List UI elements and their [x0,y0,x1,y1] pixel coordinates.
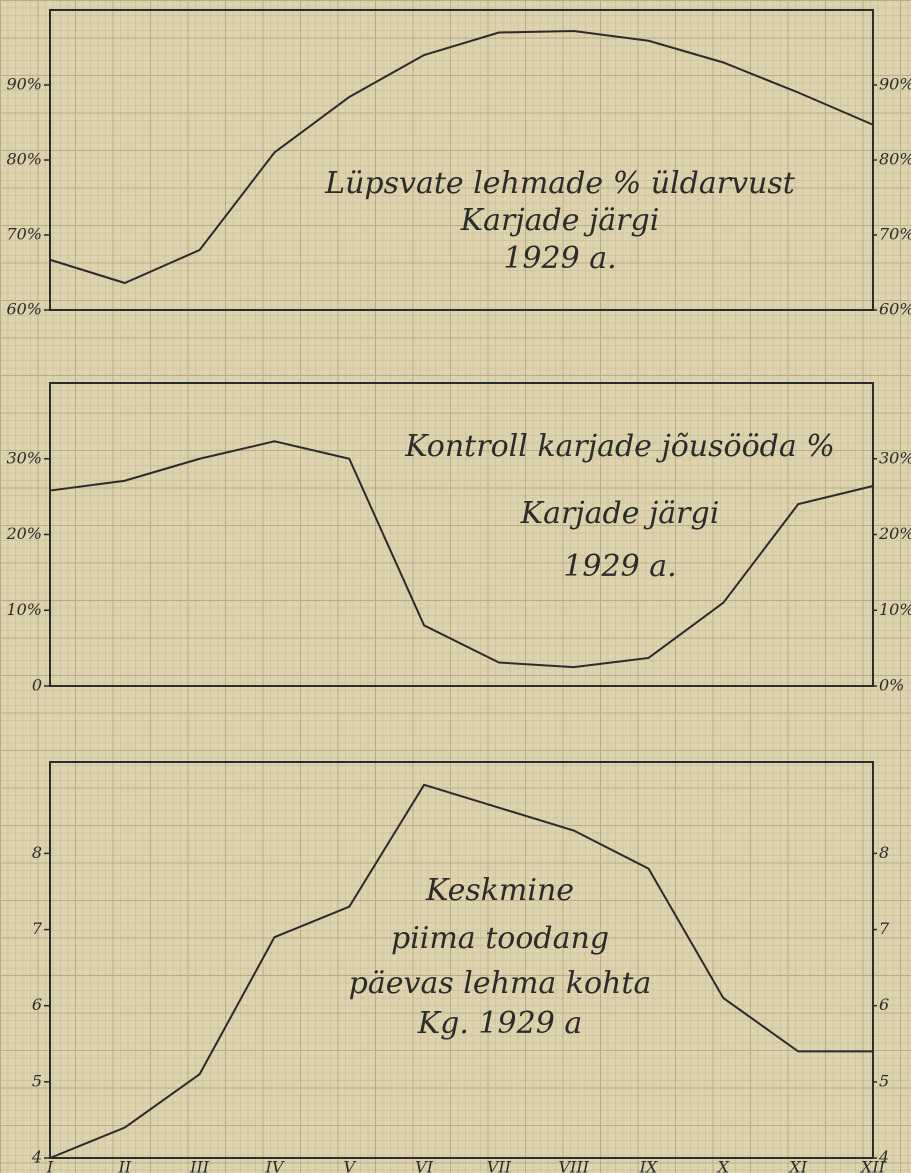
panel-frame [50,762,873,1158]
y-tick-label: 70% [6,225,42,244]
y2-tick-label: 0% [879,676,904,695]
chart-title: Lüpsvate lehmade % üldarvust [324,166,796,201]
y-tick-label: 30% [6,448,42,467]
y2-tick-label: 6 [879,995,889,1014]
y2-tick-label: 90% [879,75,911,94]
chart-title: 1929 a. [503,241,616,276]
x-tick-label: IX [639,1158,658,1173]
chart-title: piima toodang [391,921,609,956]
y2-tick-label: 80% [879,150,911,169]
x-tick-label: I [46,1158,54,1173]
x-tick-label: V [343,1158,356,1173]
y-tick-label: 7 [32,919,43,938]
x-tick-label: XI [787,1158,807,1173]
y2-tick-label: 60% [879,300,911,319]
y-tick-label: 4 [31,1148,42,1167]
x-tick-label: XII [859,1158,886,1173]
chart-title: Kg. 1929 a [417,1006,582,1041]
y-tick-label: 5 [32,1071,42,1090]
panel-frame [50,10,873,310]
x-tick-label: VIII [558,1158,589,1173]
chart-title: Keskmine [425,873,574,908]
x-tick-label: VII [487,1158,512,1173]
x-tick-label: VI [415,1158,434,1173]
chart-title: päevas lehma kohta [349,966,652,1001]
y-tick-label: 10% [6,600,42,619]
x-tick-label: III [189,1158,210,1173]
x-tick-label: II [117,1158,131,1173]
x-tick-label: X [716,1158,730,1173]
y2-tick-label: 7 [879,919,890,938]
y-tick-label: 6 [32,995,42,1014]
chart-title: Karjade järgi [460,203,660,238]
y2-tick-label: 30% [879,448,911,467]
chart-title: Karjade järgi [520,496,720,531]
data-line [50,31,873,283]
y-tick-label: 20% [5,524,42,543]
chart-title: Kontroll karjade jõusööda % [404,429,835,464]
chart: 60%70%80%90%60%70%80%90%Lüpsvate lehmade… [0,0,911,1173]
y-tick-label: 60% [6,300,42,319]
y-tick-label: 80% [6,150,42,169]
y2-tick-label: 70% [879,225,911,244]
y-tick-label: 90% [6,75,42,94]
y2-tick-label: 20% [878,524,911,543]
chart-title: 1929 a. [563,549,676,584]
y-tick-label: 0 [32,676,42,695]
y-tick-label: 8 [32,843,42,862]
y2-tick-label: 8 [879,843,889,862]
y2-tick-label: 10% [879,600,911,619]
y2-tick-label: 5 [879,1071,889,1090]
data-line [50,441,873,667]
x-tick-label: IV [265,1158,285,1173]
